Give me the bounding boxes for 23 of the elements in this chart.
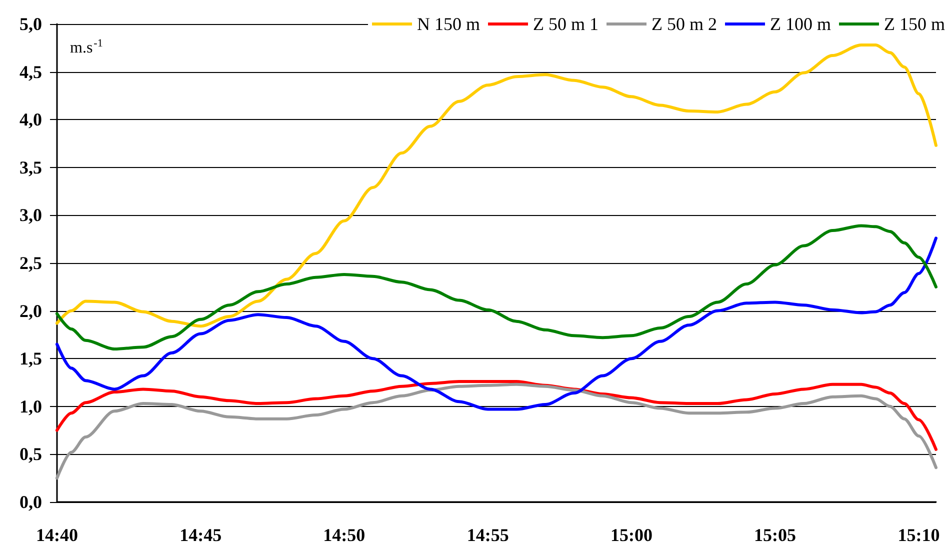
y-tick-label: 4,0 bbox=[20, 110, 42, 130]
x-tick-label: 15:10 bbox=[898, 525, 940, 545]
legend-label: N 150 m bbox=[417, 14, 480, 34]
x-tick-label: 14:55 bbox=[466, 525, 509, 545]
x-tick-label: 14:40 bbox=[36, 525, 78, 545]
x-tick-label: 14:50 bbox=[323, 525, 366, 545]
y-tick-label: 0,0 bbox=[20, 492, 42, 512]
y-tick-label: 1,5 bbox=[20, 348, 42, 369]
y-tick-label: 3,5 bbox=[20, 157, 42, 178]
legend-label: Z 150 m bbox=[884, 14, 946, 34]
y-tick-label: 5,0 bbox=[20, 14, 42, 34]
x-tick-label: 14:45 bbox=[180, 525, 222, 545]
legend-label: Z 50 m 1 bbox=[533, 14, 599, 34]
y-tick-label: 1,0 bbox=[20, 396, 42, 416]
y-tick-label: 4,5 bbox=[20, 62, 42, 82]
y-tick-label: 3,0 bbox=[20, 205, 42, 226]
y-tick-label: 2,0 bbox=[20, 300, 42, 321]
y-tick-label: 2,5 bbox=[20, 253, 42, 273]
legend-label: Z 100 m bbox=[770, 14, 832, 34]
legend-label: Z 50 m 2 bbox=[652, 14, 718, 34]
y-tick-label: 0,5 bbox=[20, 444, 42, 464]
x-tick-label: 15:05 bbox=[754, 525, 796, 545]
x-tick-label: 15:00 bbox=[610, 525, 652, 545]
